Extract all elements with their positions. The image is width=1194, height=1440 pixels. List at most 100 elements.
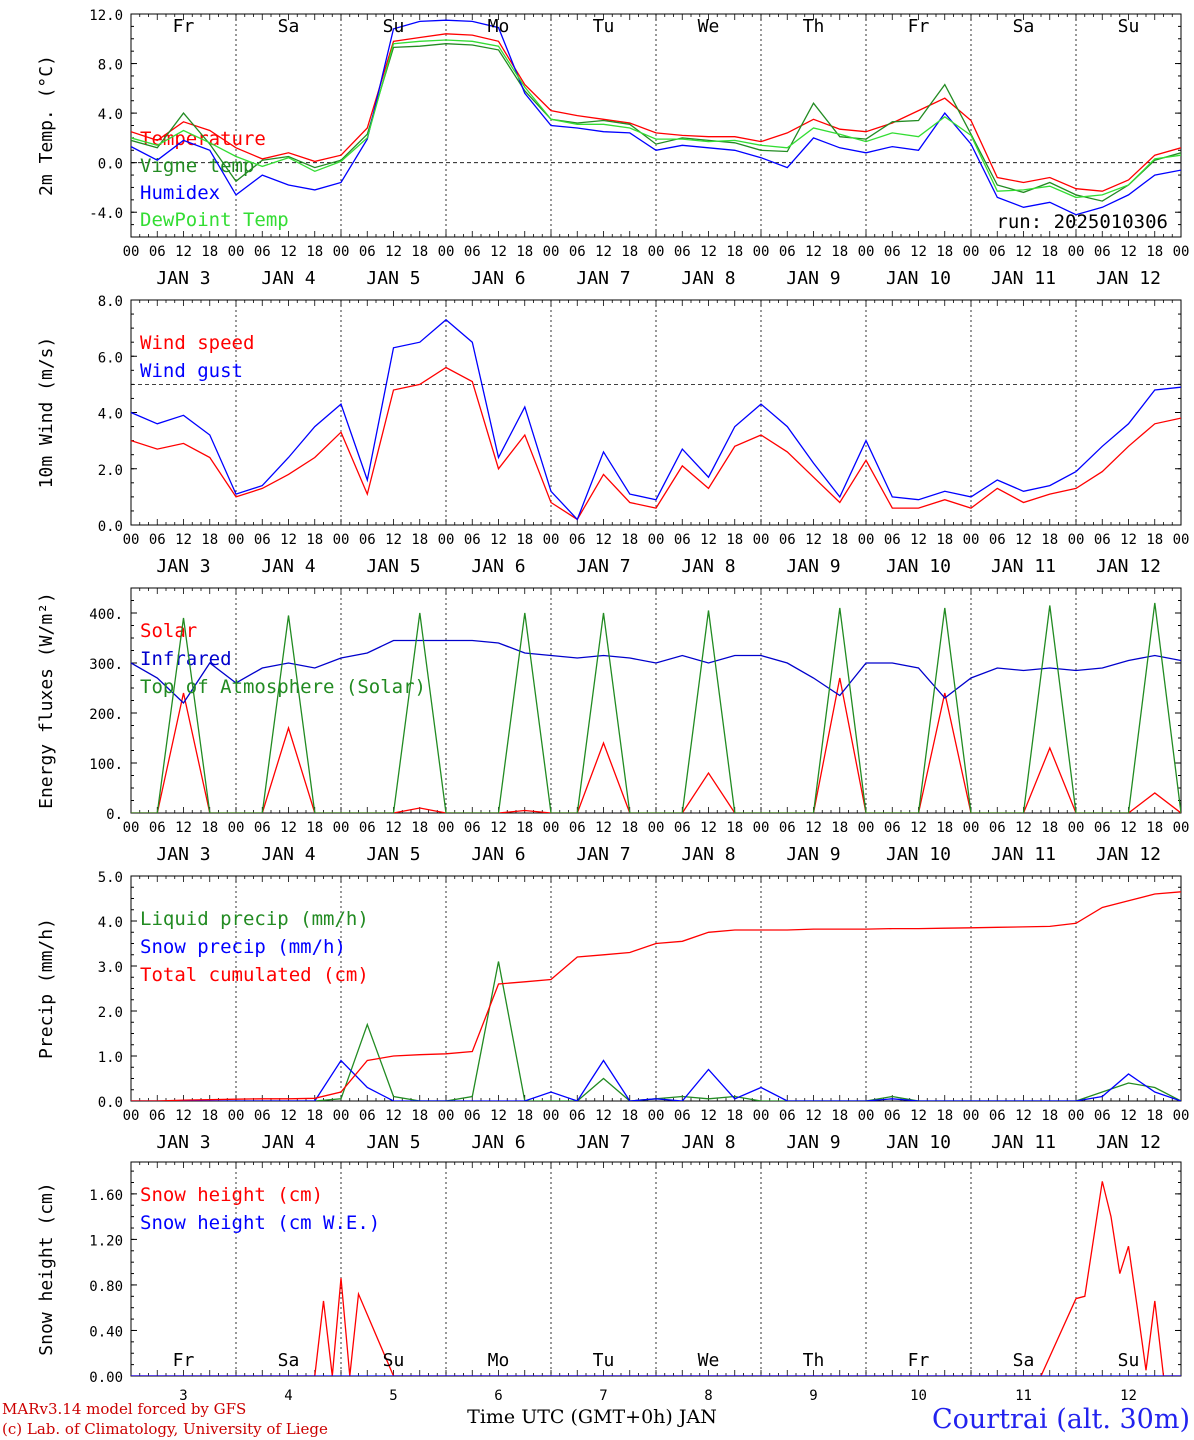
day-label: Su bbox=[383, 16, 405, 37]
hour-tick-label: 06 bbox=[674, 1108, 691, 1124]
hour-tick-label: 00 bbox=[858, 820, 875, 836]
hour-tick-label: 00 bbox=[438, 532, 455, 548]
day-label: Sa bbox=[278, 1350, 300, 1371]
y-tick-label: 8.0 bbox=[98, 294, 123, 310]
hour-tick-label: 18 bbox=[1146, 1108, 1163, 1124]
hour-tick-label: 06 bbox=[254, 244, 271, 260]
hour-tick-label: 18 bbox=[201, 532, 218, 548]
hour-tick-label: 12 bbox=[175, 1108, 192, 1124]
hour-tick-label: 12 bbox=[805, 820, 822, 836]
run-label: run: 2025010306 bbox=[996, 211, 1168, 233]
hour-tick-label: 12 bbox=[280, 820, 297, 836]
hour-tick-label: 12 bbox=[280, 532, 297, 548]
hour-tick-label: 00 bbox=[648, 820, 665, 836]
y-tick-label: 200. bbox=[89, 707, 123, 723]
y-tick-label: 0.40 bbox=[89, 1324, 123, 1340]
date-label: JAN 8 bbox=[681, 1132, 735, 1153]
day-label: Fr bbox=[908, 1350, 930, 1371]
hour-tick-label: 18 bbox=[831, 532, 848, 548]
legend-entry: Total cumulated (cm) bbox=[140, 964, 369, 986]
day-label: Sa bbox=[278, 16, 300, 37]
date-label: JAN 12 bbox=[1096, 1132, 1161, 1153]
hour-tick-label: 06 bbox=[1094, 820, 1111, 836]
date-label: JAN 9 bbox=[786, 268, 840, 289]
hour-tick-label: 12 bbox=[175, 532, 192, 548]
credit-line-1: MARv3.14 model forced by GFS bbox=[2, 1400, 246, 1418]
series-line-wind-gust bbox=[131, 318, 1181, 521]
y-axis-label: 10m Wind (m/s) bbox=[36, 337, 57, 489]
hour-tick-label: 18 bbox=[621, 1108, 638, 1124]
day-number-label: 3 bbox=[179, 1388, 187, 1404]
hour-tick-label: 06 bbox=[779, 1108, 796, 1124]
hour-tick-label: 12 bbox=[805, 244, 822, 260]
hour-tick-label: 12 bbox=[490, 1108, 507, 1124]
hour-tick-label: 00 bbox=[228, 820, 245, 836]
hour-tick-label: 00 bbox=[543, 820, 560, 836]
legend-entry: Top of Atmosphere (Solar) bbox=[140, 676, 426, 698]
hour-tick-label: 12 bbox=[385, 820, 402, 836]
date-label: JAN 11 bbox=[991, 556, 1056, 577]
hour-tick-label: 12 bbox=[805, 1108, 822, 1124]
hour-tick-label: 00 bbox=[963, 244, 980, 260]
y-tick-label: 8.0 bbox=[98, 58, 123, 74]
y-tick-label: 2.0 bbox=[98, 1005, 123, 1021]
series-line-total-cumulated-cm- bbox=[131, 891, 1181, 1101]
hour-tick-label: 18 bbox=[726, 532, 743, 548]
date-label: JAN 9 bbox=[786, 844, 840, 865]
hour-tick-label: 18 bbox=[831, 820, 848, 836]
y-tick-label: -4.0 bbox=[89, 206, 123, 222]
legend-entry: Snow height (cm) bbox=[140, 1184, 323, 1206]
series-line-wind-speed bbox=[131, 366, 1181, 521]
series-line-vigne-temp bbox=[131, 43, 1181, 202]
hour-tick-label: 18 bbox=[936, 1108, 953, 1124]
hour-tick-label: 00 bbox=[123, 532, 140, 548]
hour-tick-label: 06 bbox=[779, 244, 796, 260]
hour-tick-label: 12 bbox=[1015, 532, 1032, 548]
hour-tick-label: 00 bbox=[123, 1108, 140, 1124]
hour-tick-label: 12 bbox=[595, 532, 612, 548]
hour-tick-label: 06 bbox=[779, 820, 796, 836]
hour-tick-label: 06 bbox=[779, 532, 796, 548]
hour-tick-label: 00 bbox=[228, 1108, 245, 1124]
hour-tick-label: 18 bbox=[411, 532, 428, 548]
hour-tick-label: 12 bbox=[595, 820, 612, 836]
y-axis-label: Energy fluxes (W/m²) bbox=[36, 592, 57, 809]
hour-tick-label: 12 bbox=[1015, 1108, 1032, 1124]
hour-tick-label: 12 bbox=[1120, 1108, 1137, 1124]
station-label: Courtrai (alt. 30m) bbox=[932, 1404, 1190, 1435]
hour-tick-label: 18 bbox=[306, 244, 323, 260]
date-label: JAN 7 bbox=[576, 556, 630, 577]
hour-tick-label: 00 bbox=[1173, 532, 1190, 548]
hour-tick-label: 06 bbox=[674, 244, 691, 260]
hour-tick-label: 12 bbox=[490, 244, 507, 260]
hour-tick-label: 00 bbox=[1173, 820, 1190, 836]
hour-tick-label: 00 bbox=[963, 820, 980, 836]
hour-tick-label: 12 bbox=[385, 244, 402, 260]
hour-tick-label: 00 bbox=[228, 532, 245, 548]
date-label: JAN 4 bbox=[261, 268, 315, 289]
legend-entry: Humidex bbox=[140, 182, 220, 204]
hour-tick-label: 18 bbox=[831, 1108, 848, 1124]
hour-tick-label: 18 bbox=[936, 820, 953, 836]
y-axis-label: Precip (mm/h) bbox=[36, 918, 57, 1059]
hour-tick-label: 06 bbox=[359, 820, 376, 836]
day-label: Mo bbox=[488, 16, 510, 37]
y-tick-label: 12.0 bbox=[89, 8, 123, 24]
panel-snow: 1.60 1.20 0.80 0.40 0.00 Snow height (cm) Snow… bbox=[36, 1161, 1182, 1404]
date-label: JAN 9 bbox=[786, 1132, 840, 1153]
day-number-label: 11 bbox=[1015, 1388, 1032, 1404]
hour-tick-label: 00 bbox=[1068, 244, 1085, 260]
y-tick-label: 1.20 bbox=[89, 1233, 123, 1249]
hour-tick-label: 18 bbox=[516, 1108, 533, 1124]
hour-tick-label: 18 bbox=[306, 1108, 323, 1124]
day-label: Fr bbox=[908, 16, 930, 37]
legend-entry: Vigne temp bbox=[140, 155, 254, 177]
y-axis-label: 2m Temp. (°C) bbox=[36, 55, 57, 196]
hour-tick-label: 00 bbox=[1173, 1108, 1190, 1124]
hour-tick-label: 12 bbox=[910, 820, 927, 836]
hour-tick-label: 06 bbox=[989, 532, 1006, 548]
hour-tick-label: 12 bbox=[280, 1108, 297, 1124]
hour-tick-label: 12 bbox=[910, 244, 927, 260]
hour-tick-label: 06 bbox=[1094, 244, 1111, 260]
